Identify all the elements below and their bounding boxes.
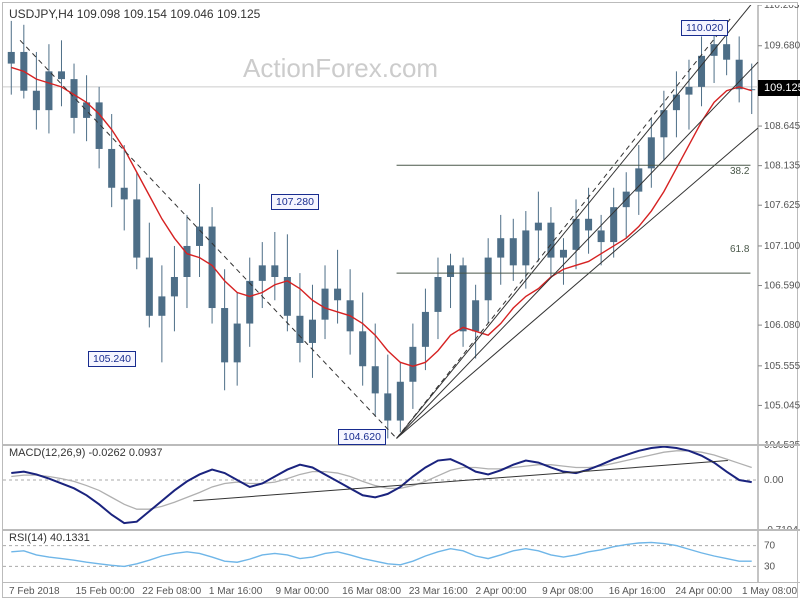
svg-text:24 Apr 00:00: 24 Apr 00:00 xyxy=(675,586,732,597)
svg-text:107.625: 107.625 xyxy=(764,200,800,211)
svg-text:107.100: 107.100 xyxy=(764,241,800,252)
svg-text:70: 70 xyxy=(764,541,776,552)
svg-text:108.645: 108.645 xyxy=(764,121,800,132)
svg-text:2 Apr 00:00: 2 Apr 00:00 xyxy=(475,586,527,597)
svg-text:108.135: 108.135 xyxy=(764,161,800,172)
price-annotation: 105.240 xyxy=(88,351,136,367)
price-panel: 104.535105.045105.555106.080106.590107.1… xyxy=(3,5,800,445)
rsi-panel: RSI(14) 40.1331 30 70 xyxy=(3,530,800,582)
chart-frame: USDJPY,H4 109.098 109.154 109.046 109.12… xyxy=(2,2,798,598)
svg-text:22 Feb 08:00: 22 Feb 08:00 xyxy=(142,586,201,597)
price-annotation: 107.280 xyxy=(271,194,319,210)
svg-text:9 Mar 00:00: 9 Mar 00:00 xyxy=(276,586,330,597)
fib-618-label: 61.8 xyxy=(730,244,749,255)
price-annotation: 110.020 xyxy=(681,20,728,36)
svg-text:9 Apr 08:00: 9 Apr 08:00 xyxy=(542,586,594,597)
svg-text:1 Mar 16:00: 1 Mar 16:00 xyxy=(209,586,263,597)
svg-text:110.205: 110.205 xyxy=(764,5,800,11)
svg-text:15 Feb 00:00: 15 Feb 00:00 xyxy=(76,586,135,597)
price-annotation: 104.620 xyxy=(338,429,386,445)
svg-text:7 Feb 2018: 7 Feb 2018 xyxy=(9,586,60,597)
svg-text:16 Apr 16:00: 16 Apr 16:00 xyxy=(609,586,666,597)
svg-text:16 Mar 08:00: 16 Mar 08:00 xyxy=(342,586,401,597)
svg-text:106.590: 106.590 xyxy=(764,281,800,292)
svg-text:23 Mar 16:00: 23 Mar 16:00 xyxy=(409,586,468,597)
macd-title: MACD(12,26,9) -0.0262 0.0937 xyxy=(9,447,162,459)
svg-text:106.080: 106.080 xyxy=(764,320,800,331)
svg-text:105.555: 105.555 xyxy=(764,361,800,372)
rsi-svg: 30 70 xyxy=(3,530,800,582)
time-axis: 7 Feb 2018 15 Feb 00:00 22 Feb 08:00 1 Mar … xyxy=(3,582,800,600)
svg-text:30: 30 xyxy=(764,561,776,572)
svg-text:105.045: 105.045 xyxy=(764,400,800,411)
price-svg: 104.535105.045105.555106.080106.590107.1… xyxy=(3,5,800,445)
svg-text:0.00: 0.00 xyxy=(764,475,784,486)
macd-panel: MACD(12,26,9) -0.0262 0.0937 -0.71940.00… xyxy=(3,445,800,530)
last-price-flag: 109.125 xyxy=(758,80,800,96)
svg-text:1 May 08:00: 1 May 08:00 xyxy=(742,586,797,597)
svg-text:109.680: 109.680 xyxy=(764,41,800,52)
fib-382-label: 38.2 xyxy=(730,166,749,177)
rsi-title: RSI(14) 40.1331 xyxy=(9,532,90,544)
